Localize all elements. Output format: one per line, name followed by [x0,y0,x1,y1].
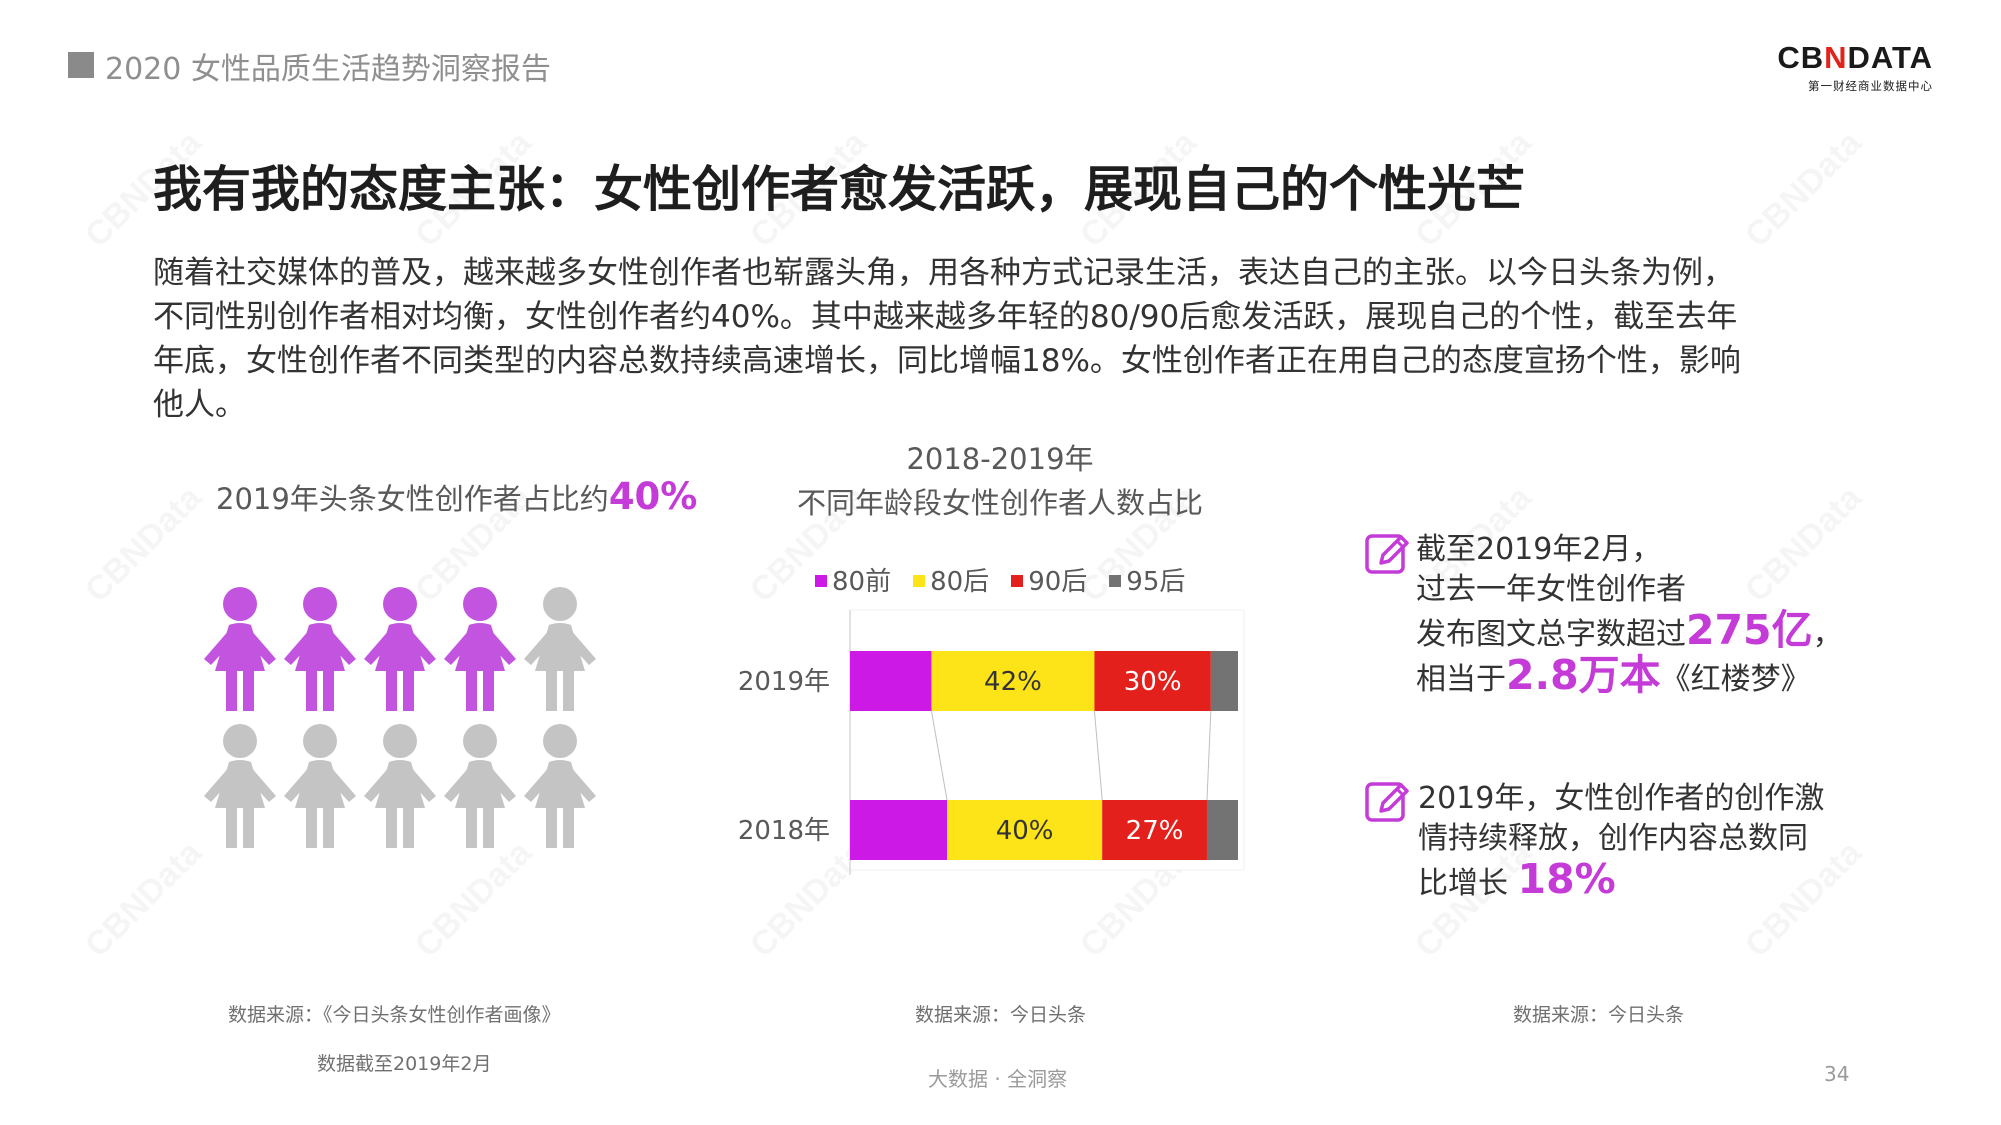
person-icon-female-creator [204,587,276,711]
legend-item: 95后 [1109,561,1185,598]
legend-label: 80后 [930,567,990,597]
female-share-pct: 40% [608,475,698,518]
body-line: 不同性别创作者相对均衡，女性创作者约40%。其中越来越多年轻的80/90后愈发活… [153,299,1738,335]
category-label: 2019年 [738,667,830,697]
logo-subtitle: 第一财经商业数据中心 [1808,79,1933,93]
body-line: 年底，女性创作者不同类型的内容总数持续高速增长，同比增幅18%。女性创作者正在用… [153,343,1741,379]
fact2-highlight-18: 18% [1517,855,1616,903]
footer-slogan: 大数据 · 全洞察 [928,1067,1068,1091]
person-icon-other [524,587,596,711]
fact1-line4-text: 相当于 [1416,662,1506,697]
right-source: 数据来源：今日头条 [1513,1004,1685,1026]
legend-swatch [913,574,926,587]
chart-source: 数据来源：今日头条 [915,1004,1087,1026]
bar-data-label: 42% [984,667,1042,697]
pencil-edit-icon [1365,782,1409,822]
fact2-line2: 情持续释放，创作内容总数同 [1418,821,1808,856]
chart-legend: 80前 80后 90后 95后 [815,561,1207,598]
watermark-text: CBNData [408,834,540,966]
fact2-line1: 2019年，女性创作者的创作激 [1418,781,1825,816]
watermark-text: CBNData [78,479,210,611]
series-connector-line [1093,710,1103,801]
person-icon-other [524,724,596,848]
female-share-caption: 2019年头条女性创作者占比约40% [216,475,697,518]
legend-label: 95后 [1126,567,1186,597]
report-title: 2020 女性品质生活趋势洞察报告 [105,52,551,87]
body-paragraph: 随着社交媒体的普及，越来越多女性创作者也崭露头角，用各种方式记录生活，表达自己的… [153,251,1873,427]
fact1-line3: 发布图文总字数超过275亿， [1416,610,1843,655]
pencil-edit-icon [1365,534,1409,574]
bar-segment-90后-2019年 [1094,651,1211,711]
fact1-line2: 过去一年女性创作者 [1416,572,1686,607]
person-icon-female-creator [284,587,356,711]
logo-x: N [1824,40,1848,75]
body-line: 他人。 [153,387,246,423]
bar-segment-80后-2018年 [947,800,1103,860]
chart-title: 2018-2019年 不同年龄段女性创作者人数占比 [765,437,1235,525]
legend-label: 80前 [832,567,892,597]
logo-suffix: DATA [1847,40,1933,75]
person-icon-other [204,724,276,848]
cbndata-logo: CBNDATA 第一财经商业数据中心 [1777,40,1933,94]
bar-segment-80后-2019年 [931,651,1095,711]
watermark-text: CBNData [78,834,210,966]
bar-data-label: 27% [1126,816,1184,846]
fact2-line3-text: 比增长 [1418,866,1518,901]
fact-growth: 2019年，女性创作者的创作激 情持续释放，创作内容总数同 比增长 18% [1418,779,1824,904]
page-number: 34 [1824,1062,1850,1086]
series-connector-line [1206,710,1212,801]
female-share-caption-text: 2019年头条女性创作者占比约 [216,482,609,516]
fact1-line3-text: 发布图文总字数超过 [1416,617,1686,652]
fact1-line4-suffix: 《红楼梦》 [1660,662,1811,697]
person-icon-female-creator [444,587,516,711]
legend-item: 80前 [815,561,891,598]
person-icon-other [284,724,356,848]
legend-label: 90后 [1028,567,1088,597]
person-icon-other [444,724,516,848]
fact-word-count: 截至2019年2月， 过去一年女性创作者 发布图文总字数超过275亿， 相当于2… [1416,530,1843,700]
fact1-highlight-28: 2.8万本 [1506,651,1661,699]
fact1-line1: 截至2019年2月， [1416,532,1662,567]
legend-swatch [1109,574,1122,587]
bar-data-label: 30% [1124,667,1182,697]
category-label: 2018年 [738,816,830,846]
page-title: 我有我的态度主张：女性创作者愈发活跃，展现自己的个性光芒 [153,161,1526,218]
fact2-line3: 比增长 18% [1418,859,1824,904]
series-connector-line [930,710,948,801]
bar-segment-95后-2018年 [1206,800,1238,860]
legend-swatch [1011,574,1024,587]
fact1-line4: 相当于2.8万本《红楼梦》 [1416,655,1843,700]
watermark-text: CBNData [1738,124,1870,256]
logo-prefix: CB [1777,40,1825,75]
chart-title-line1: 2018-2019年 [906,442,1094,476]
legend-swatch [815,574,827,587]
chart-title-line2: 不同年龄段女性创作者人数占比 [796,486,1203,520]
bar-segment-90后-2018年 [1102,800,1207,860]
left-source: 数据来源：《今日头条女性创作者画像》 [228,1004,561,1026]
header-square-icon [68,52,94,78]
bar-segment-80前-2019年 [850,651,932,711]
left-source-date: 数据截至2019年2月 [317,1053,492,1075]
legend-item: 80后 [913,561,989,598]
fact1-highlight-275: 275亿 [1686,606,1813,654]
body-line: 随着社交媒体的普及，越来越多女性创作者也崭露头角，用各种方式记录生活，表达自己的… [153,255,1734,291]
bar-segment-95后-2019年 [1210,651,1238,711]
bar-segment-80前-2018年 [850,800,947,860]
fact1-line3-suffix: ， [1812,617,1843,652]
person-icon-female-creator [364,587,436,711]
stacked-bar-chart: 42% 30% 2019年 40% 27% 2018年 [738,609,1245,875]
person-icon-other [364,724,436,848]
legend-item: 90后 [1011,561,1087,598]
bar-data-label: 40% [996,816,1054,846]
